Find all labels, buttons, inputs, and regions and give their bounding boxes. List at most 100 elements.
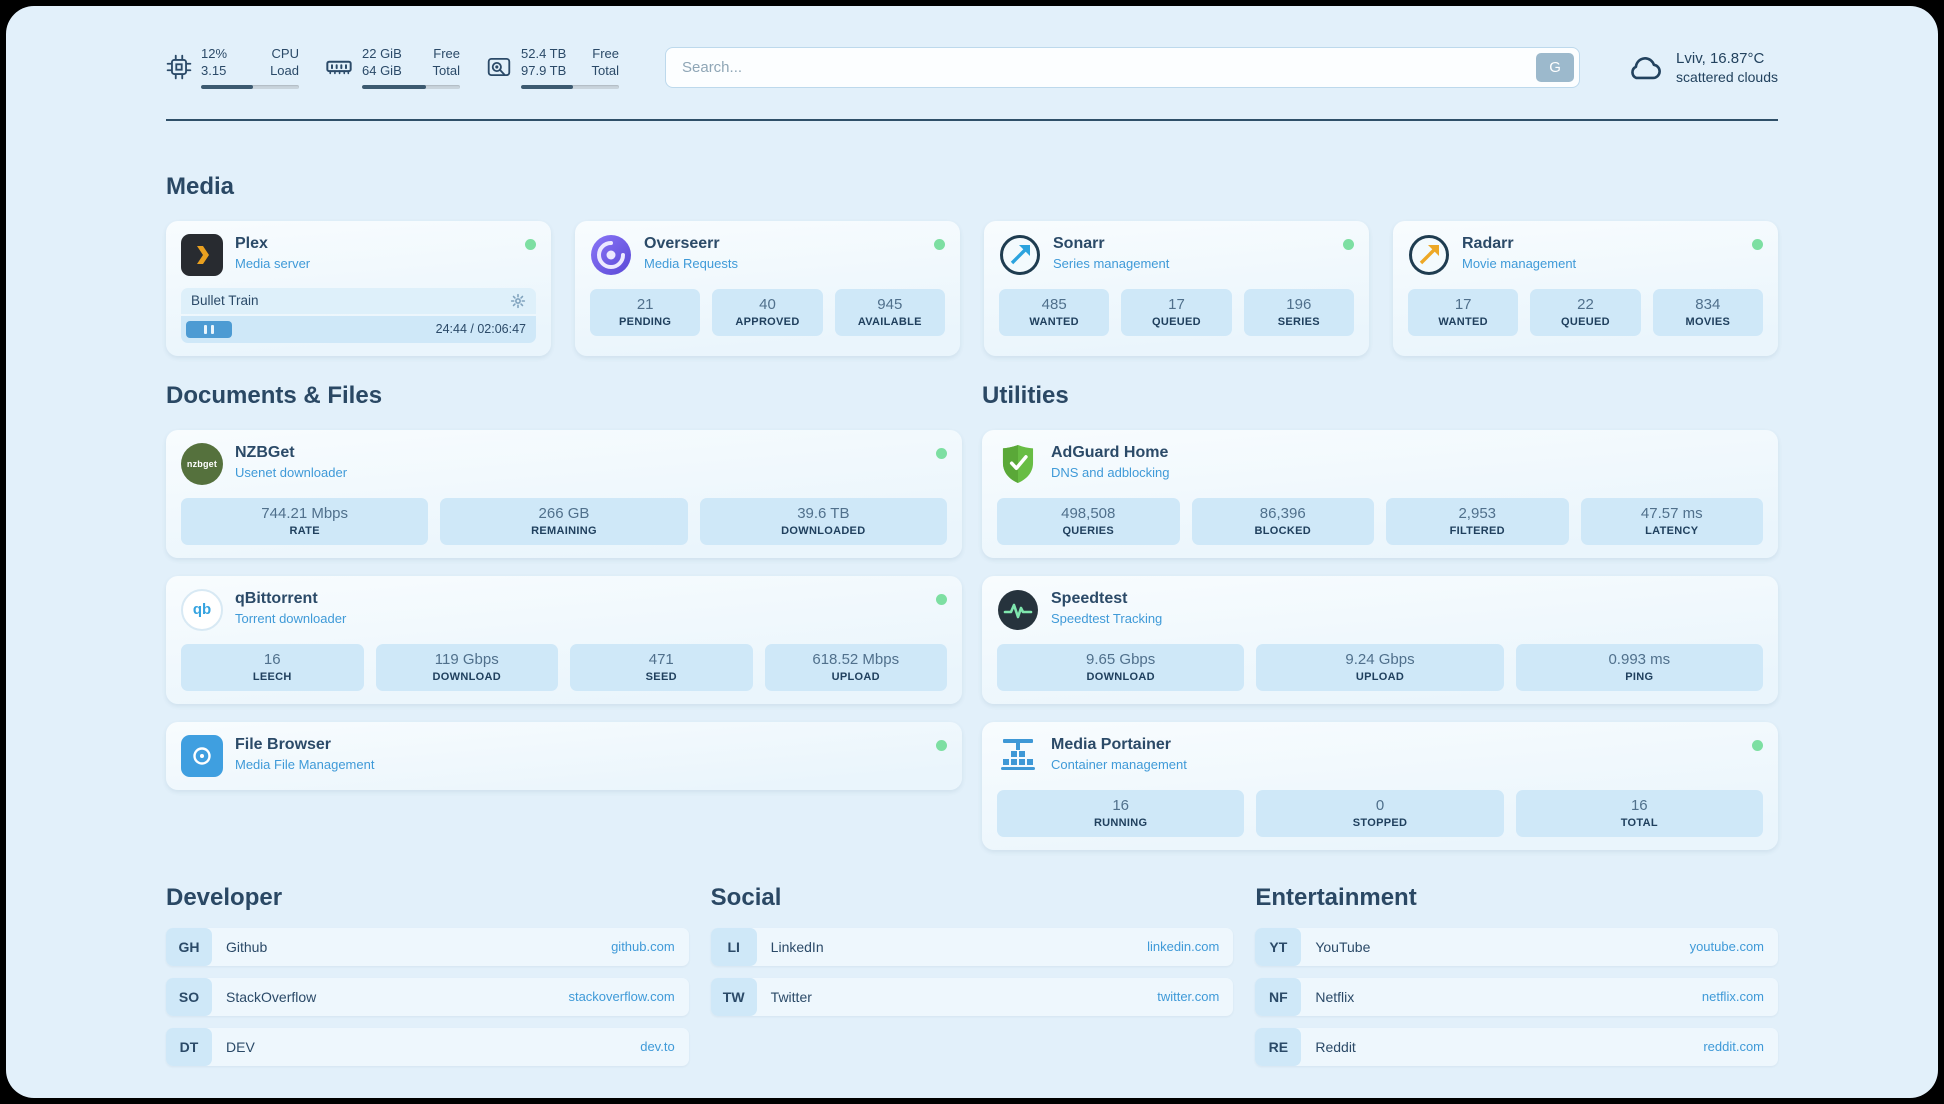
service-subtitle: Series management <box>1053 255 1170 271</box>
stat-value: 47.57 ms <box>1640 504 1703 522</box>
bookmark-twitter[interactable]: TW Twitter twitter.com <box>710 977 1234 1016</box>
bookmark-github[interactable]: GH Github github.com <box>166 927 689 966</box>
storage-bar-fill <box>521 84 573 89</box>
stat-download: 119 Gbps DOWNLOAD <box>375 643 558 691</box>
stat-label: QUEUED <box>1561 315 1610 328</box>
service-subtitle: Movie management <box>1462 255 1577 271</box>
bookmark-abbr: TW <box>710 977 757 1016</box>
adguard-link[interactable]: AdGuard Home DNS and adblocking <box>997 443 1763 485</box>
adguard-icon <box>997 443 1039 485</box>
cpu-icon <box>166 54 192 80</box>
stat-label: RATE <box>289 524 320 537</box>
service-name: Plex <box>235 234 268 252</box>
stat-stopped: 0 STOPPED <box>1256 789 1504 837</box>
developer-section-title: Developer <box>166 883 283 911</box>
service-subtitle: Speedtest Tracking <box>1051 610 1163 626</box>
stat-label: PING <box>1625 670 1654 683</box>
stat-value: 17 <box>1454 295 1472 313</box>
speedtest-card: Speedtest Speedtest Tracking 9.65 Gbps DO… <box>982 575 1778 704</box>
service-name: Speedtest <box>1051 589 1128 607</box>
now-playing-title: Bullet Train <box>191 293 259 309</box>
nzbget-icon: nzbget <box>181 442 223 485</box>
radarr-card: Radarr Movie management 17 WANTED 22 QUEUE… <box>1393 220 1778 356</box>
bookmark-name: DEV <box>226 1038 255 1055</box>
status-dot <box>525 238 536 250</box>
memory-widget: 22 GiB Free 64 GiB Total <box>325 46 460 89</box>
weather-condition: scattered clouds <box>1676 68 1778 85</box>
media-section-title: Media <box>166 172 235 200</box>
bookmark-url: dev.to <box>640 1039 675 1055</box>
bookmark-youtube[interactable]: YT YouTube youtube.com <box>1255 927 1779 966</box>
stat-wanted: 485 WANTED <box>999 288 1110 336</box>
stat-available: 945 AVAILABLE <box>834 288 945 336</box>
memory-icon <box>325 53 353 81</box>
stat-label: DOWNLOAD <box>1086 670 1155 683</box>
stat-label: STOPPED <box>1352 816 1408 829</box>
playback-time: 24:44 / 02:06:47 <box>435 322 526 337</box>
stat-value: 485 <box>1041 295 1067 313</box>
stat-label: AVAILABLE <box>857 315 922 328</box>
adguard-stats: 498,508 QUERIES 86,396 BLOCKED 2,953 FILTER… <box>997 497 1763 545</box>
radarr-icon <box>1408 234 1450 276</box>
stat-value: 2,953 <box>1458 504 1497 522</box>
status-dot <box>936 739 947 751</box>
qbittorrent-stats: 16 LEECH 119 Gbps DOWNLOAD 471 SEED 618.52 … <box>181 643 947 691</box>
portainer-link[interactable]: Media Portainer Container management <box>997 735 1763 777</box>
stat-value: 22 <box>1577 295 1594 313</box>
bookmark-netflix[interactable]: NF Netflix netflix.com <box>1255 977 1779 1016</box>
search-input[interactable] <box>665 46 1581 88</box>
stat-remaining: 266 GB REMAINING <box>440 497 688 545</box>
nzbget-link[interactable]: nzbget NZBGet Usenet downloader <box>181 442 947 485</box>
status-dot <box>1343 238 1354 250</box>
bookmark-reddit[interactable]: RE Reddit reddit.com <box>1255 1027 1779 1066</box>
sonarr-link[interactable]: Sonarr Series management <box>999 234 1354 276</box>
sonarr-card: Sonarr Series management 485 WANTED 17 QUE… <box>984 220 1369 356</box>
bookmark-name: Netflix <box>1315 988 1355 1005</box>
stat-label: LATENCY <box>1645 524 1699 537</box>
plex-link[interactable]: Plex Media server <box>181 233 536 276</box>
bookmark-name: Reddit <box>1315 1038 1356 1055</box>
bookmark-url: github.com <box>611 939 675 955</box>
overseerr-link[interactable]: Overseerr Media Requests <box>590 234 945 276</box>
bookmark-abbr: GH <box>166 927 212 966</box>
stat-queued: 22 QUEUED <box>1530 288 1641 336</box>
stat-label: DOWNLOAD <box>432 670 501 683</box>
stat-value: 39.6 TB <box>797 504 850 522</box>
developer-bookmarks: Developer GH Github github.com SO StackO… <box>166 884 689 1078</box>
pause-button[interactable] <box>186 320 232 338</box>
overseerr-card: Overseerr Media Requests 21 PENDING 40 APP… <box>575 220 960 356</box>
social-bookmarks: Social LI LinkedIn linkedin.com TW Twitt… <box>710 884 1234 1078</box>
filebrowser-link[interactable]: File Browser Media File Management <box>181 734 947 777</box>
memory-bar <box>362 84 460 89</box>
stat-label: DOWNLOADED <box>781 524 866 537</box>
search-engine-button[interactable]: G <box>1536 52 1575 82</box>
stat-upload: 618.52 Mbps UPLOAD <box>764 643 947 691</box>
dashboard: 12% CPU 3.15 Load 22 GiB Free <box>6 6 1938 1098</box>
bookmark-url: reddit.com <box>1703 1039 1765 1055</box>
entertainment-bookmarks: Entertainment YT YouTube youtube.com NF … <box>1255 884 1779 1078</box>
bookmark-linkedin[interactable]: LI LinkedIn linkedin.com <box>710 927 1234 966</box>
stat-value: 9.24 Gbps <box>1345 650 1415 668</box>
system-metrics: 12% CPU 3.15 Load 22 GiB Free <box>166 46 619 89</box>
bookmark-dev[interactable]: DT DEV dev.to <box>166 1027 689 1066</box>
documents-section: Documents & Files nzbget NZBGet Usenet d… <box>166 382 962 790</box>
bookmark-url: youtube.com <box>1689 939 1765 955</box>
portainer-card: Media Portainer Container management 16 R… <box>982 721 1778 850</box>
gear-icon[interactable] <box>510 293 526 309</box>
cpu-label: CPU <box>271 46 299 61</box>
service-name: AdGuard Home <box>1051 443 1169 461</box>
stat-latency: 47.57 ms LATENCY <box>1580 497 1763 545</box>
speedtest-link[interactable]: Speedtest Speedtest Tracking <box>997 589 1763 631</box>
qbittorrent-link[interactable]: qb qBittorrent Torrent downloader <box>181 588 947 631</box>
weather-location: Lviv, 16.87°C <box>1676 49 1765 67</box>
radarr-link[interactable]: Radarr Movie management <box>1408 234 1763 276</box>
sonarr-stats: 485 WANTED 17 QUEUED 196 SERIES <box>999 288 1354 336</box>
status-dot <box>934 238 945 250</box>
stat-value: 17 <box>1168 295 1185 313</box>
top-divider <box>166 118 1778 121</box>
bookmark-abbr: RE <box>1255 1027 1302 1066</box>
memory-bar-fill <box>362 84 426 89</box>
stat-value: 119 Gbps <box>434 650 499 668</box>
stat-label: UPLOAD <box>831 670 880 683</box>
bookmark-stackoverflow[interactable]: SO StackOverflow stackoverflow.com <box>166 977 689 1016</box>
